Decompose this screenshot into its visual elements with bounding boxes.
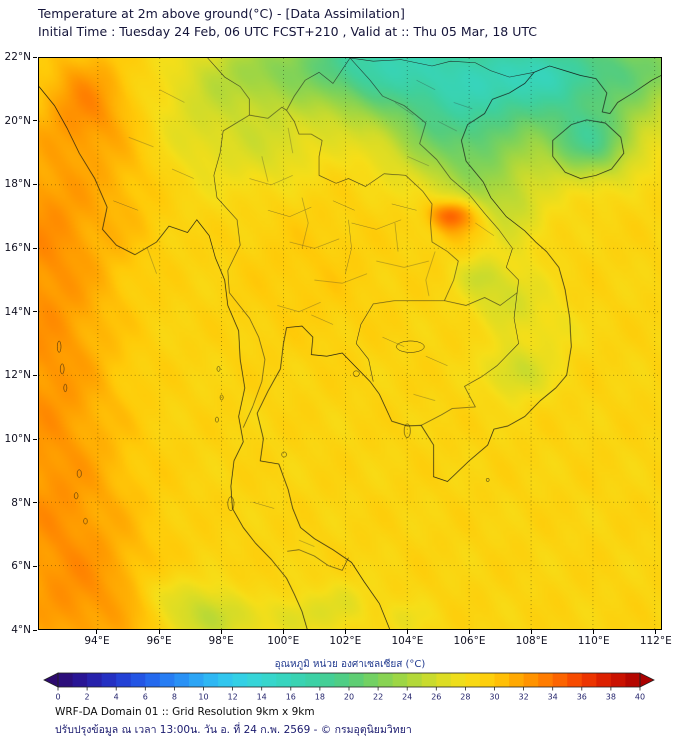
lat-tick-label: 20°N: [4, 114, 31, 127]
lat-tick-label: 12°N: [4, 369, 31, 382]
lat-tick-mark: [33, 629, 37, 631]
lon-axis: 94°E 96°E 98°E 100°E 102°E 104°E 106°E 108°E 110…: [38, 630, 672, 649]
lat-tick-label: 8°N: [11, 496, 31, 509]
colorbar-tick-label: 10: [198, 693, 208, 702]
lat-tick-label: 10°N: [4, 433, 31, 445]
colorbar-tick-label: 34: [548, 693, 558, 702]
colorbar-tick-label: 26: [431, 693, 441, 702]
lat-tick-mark: [33, 120, 37, 122]
map-title: Temperature at 2m above ground(°C) - [Da…: [38, 6, 405, 21]
lat-tick-mark: [33, 56, 37, 58]
lat-tick-mark: [33, 183, 37, 185]
lat-tick-label: 18°N: [4, 178, 31, 191]
lon-tick-label: 96°E: [146, 635, 172, 647]
lon-tick-mark: [220, 630, 222, 634]
lat-axis: 22°N 20°N 18°N 16°N 14°N 12°N 10°N 8°N 6°N 4°N: [0, 51, 38, 636]
colorbar-tick-label: 40: [635, 693, 645, 702]
lon-tick-label: 112°E: [639, 635, 672, 647]
colorbar-tick-label: 20: [344, 693, 354, 702]
map-subtitle: Initial Time : Tuesday 24 Feb, 06 UTC FC…: [38, 24, 538, 39]
lat-tick-mark: [33, 247, 37, 249]
colorbar-tick-label: 2: [85, 693, 90, 702]
lat-tick-label: 14°N: [4, 305, 31, 318]
lon-tick-mark: [531, 630, 533, 634]
lat-tick-mark: [33, 438, 37, 440]
lon-tick-mark: [406, 630, 408, 634]
colorbar-tick-label: 36: [577, 693, 587, 702]
lon-tick-label: 102°E: [329, 635, 362, 647]
lat-tick-label: 4°N: [11, 624, 31, 636]
lat-tick-mark: [33, 565, 37, 567]
lon-tick-mark: [469, 630, 471, 634]
lon-tick-mark: [158, 630, 160, 634]
lon-tick-label: 106°E: [453, 635, 486, 647]
colorbar-tick-label: 4: [114, 693, 119, 702]
lon-tick-label: 110°E: [577, 635, 610, 647]
update-info: ปรับปรุงข้อมูล ณ เวลา 13:00น. วัน อ. ที่…: [55, 724, 412, 736]
colorbar-scale: 0 2 4 6 8 10 12 14 16 18 20 22 24 26 28 30 32 34 36 38 40: [43, 672, 655, 702]
colorbar-tick-label: 24: [402, 693, 412, 702]
colorbar: 0 2 4 6 8 10 12 14 16 18 20 22 24 26 28 30 32 34 36 38 40: [0, 670, 676, 702]
colorbar-arrow: [43, 672, 59, 688]
lat-tick-label: 22°N: [4, 51, 31, 63]
colorbar-tick-label: 0: [55, 693, 60, 702]
colorbar-tick-label: 14: [257, 693, 267, 702]
colorbar-tick-label: 22: [373, 693, 383, 702]
colorbar-tick-label: 18: [315, 693, 325, 702]
domain-info: WRF-DA Domain 01 :: Grid Resolution 9km …: [55, 706, 315, 718]
lon-tick-mark: [96, 630, 98, 634]
colorbar-tick-label: 8: [172, 693, 177, 702]
temperature-field-canvas: [39, 58, 661, 629]
colorbar-arrow: [639, 672, 655, 688]
lat-tick-mark: [33, 502, 37, 504]
lon-tick-mark: [282, 630, 284, 634]
colorbar-tick-label: 28: [460, 693, 470, 702]
lat-tick-mark: [33, 311, 37, 313]
lon-tick-label: 100°E: [267, 635, 300, 647]
lon-tick-mark: [593, 630, 595, 634]
colorbar-tick-label: 16: [286, 693, 296, 702]
lon-tick-label: 98°E: [208, 635, 234, 647]
map-plot-area: [38, 57, 662, 630]
lat-tick-mark: [33, 374, 37, 376]
lon-tick-label: 108°E: [515, 635, 548, 647]
colorbar-tick-label: 38: [606, 693, 616, 702]
colorbar-label: อุณหภูมิ หน่วย องศาเซลเซียส (°C): [274, 659, 426, 670]
lon-tick-mark: [344, 630, 346, 634]
lon-tick-label: 94°E: [84, 635, 110, 647]
colorbar-tick-label: 6: [143, 693, 148, 702]
colorbar-tick-label: 32: [519, 693, 529, 702]
colorbar-tick-label: 30: [489, 693, 499, 702]
lat-tick-label: 16°N: [4, 242, 31, 254]
lat-tick-label: 6°N: [11, 560, 31, 573]
colorbar-tick-label: 12: [228, 693, 238, 702]
lon-tick-mark: [655, 630, 657, 634]
lon-tick-label: 104°E: [391, 635, 424, 647]
